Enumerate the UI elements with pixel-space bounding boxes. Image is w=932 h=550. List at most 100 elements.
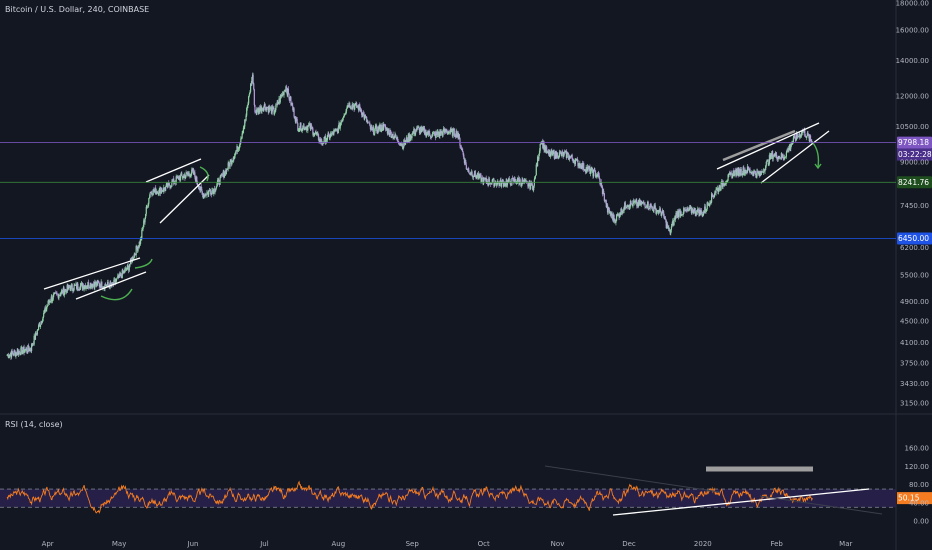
candle-body-511 — [328, 134, 330, 139]
candle-body-56 — [41, 321, 44, 323]
candle-body-153 — [103, 286, 105, 288]
price-line-label-0: 9798.18 — [898, 138, 929, 147]
candle-body-1194 — [762, 171, 764, 173]
candle-body-864 — [553, 151, 555, 154]
candle-body-699 — [447, 131, 449, 135]
candle-body-139 — [94, 281, 96, 288]
candle-body-873 — [558, 152, 561, 158]
candle-body-173 — [115, 278, 118, 282]
candle-body-1026 — [655, 210, 658, 214]
candle-body-287 — [187, 174, 189, 175]
candle-body-935 — [598, 172, 600, 176]
candle-body-551 — [354, 105, 356, 110]
price-tick-label-1: 16000.00 — [896, 27, 929, 35]
candle-body-1066 — [681, 214, 684, 216]
candle-body-263 — [172, 178, 174, 182]
candle-body-80 — [57, 293, 59, 295]
candle-body-254 — [166, 183, 169, 188]
candle-body-1243 — [793, 135, 795, 138]
candle-body-433 — [279, 95, 281, 103]
candle-body-352 — [228, 162, 230, 165]
candle-body-25 — [22, 350, 24, 354]
candle-body-965 — [617, 213, 619, 216]
candle-body-147 — [99, 285, 101, 287]
candle-body-444 — [286, 90, 288, 95]
candle-body-990 — [632, 200, 635, 204]
candle-body-6 — [10, 354, 12, 358]
candle-body-1116 — [713, 195, 715, 197]
candle-body-905 — [579, 163, 581, 167]
candle-body-1179 — [753, 171, 755, 176]
candle-body-1005 — [642, 201, 644, 203]
candle-body-1028 — [657, 210, 659, 212]
candle-body-456 — [294, 116, 296, 119]
candle-body-821 — [525, 180, 527, 182]
candle-body-520 — [334, 128, 336, 130]
candle-body-1214 — [775, 152, 777, 156]
candle-body-156 — [105, 284, 107, 286]
candle-body-405 — [261, 108, 264, 109]
candle-body-1106 — [707, 202, 709, 205]
candle-body-519 — [333, 129, 336, 131]
candle-body-67 — [48, 301, 50, 303]
candle-body-140 — [94, 281, 97, 285]
candle-body-265 — [173, 182, 175, 184]
candle-body-988 — [631, 203, 633, 207]
candle-body-439 — [283, 90, 285, 96]
candle-body-1236 — [788, 144, 791, 150]
candle-body-273 — [178, 176, 180, 180]
candle-body-1097 — [701, 212, 703, 217]
candle-body-787 — [503, 181, 505, 187]
candle-body-976 — [624, 202, 626, 207]
candle-body-749 — [479, 174, 481, 178]
candle-body-739 — [472, 176, 474, 178]
time-tick-label-7: Nov — [551, 540, 565, 548]
candle-body-870 — [556, 152, 559, 158]
candle-body-588 — [377, 126, 379, 133]
candle-body-130 — [88, 286, 90, 288]
candle-body-803 — [513, 178, 516, 183]
candle-body-101 — [70, 285, 72, 291]
candle-body-1092 — [698, 212, 700, 216]
candle-body-993 — [634, 201, 637, 203]
candle-body-855 — [547, 151, 549, 152]
candle-body-41 — [32, 343, 34, 346]
candle-body-604 — [387, 128, 389, 134]
candle-body-272 — [178, 176, 180, 180]
candle-body-658 — [421, 127, 423, 130]
candle-body-999 — [638, 200, 640, 205]
candle-body-746 — [477, 174, 479, 179]
candle-body-1031 — [659, 208, 661, 210]
candle-body-852 — [545, 146, 547, 152]
candle-body-82 — [58, 295, 60, 299]
candle-body-650 — [416, 126, 418, 131]
candle-body-910 — [582, 163, 584, 169]
candle-body-666 — [426, 132, 428, 134]
candle-body-980 — [626, 206, 628, 208]
candle-body-837 — [535, 164, 537, 176]
candle-body-290 — [189, 174, 191, 178]
price-line-label-1: 8241.76 — [898, 178, 929, 187]
candle-body-851 — [544, 146, 546, 152]
candle-body-1255 — [801, 130, 803, 136]
candle-body-612 — [392, 134, 394, 139]
candle-body-45 — [34, 332, 37, 340]
candle-body-1135 — [725, 182, 727, 184]
candle-body-1034 — [661, 213, 663, 216]
candle-body-731 — [467, 168, 469, 171]
candle-body-801 — [512, 178, 514, 180]
candle-body-1230 — [785, 156, 787, 158]
candle-body-732 — [468, 170, 470, 174]
candle-body-137 — [92, 283, 95, 285]
candle-body-1013 — [647, 201, 649, 209]
candle-body-713 — [456, 130, 458, 138]
candle-body-653 — [418, 127, 420, 129]
candle-body-71 — [51, 296, 53, 302]
candle-body-861 — [551, 150, 553, 156]
candle-body-983 — [628, 205, 630, 208]
candle-body-737 — [471, 171, 473, 177]
candle-body-776 — [496, 183, 498, 186]
candle-body-566 — [363, 113, 365, 119]
candle-body-302 — [196, 182, 199, 185]
candle-body-704 — [450, 128, 452, 131]
